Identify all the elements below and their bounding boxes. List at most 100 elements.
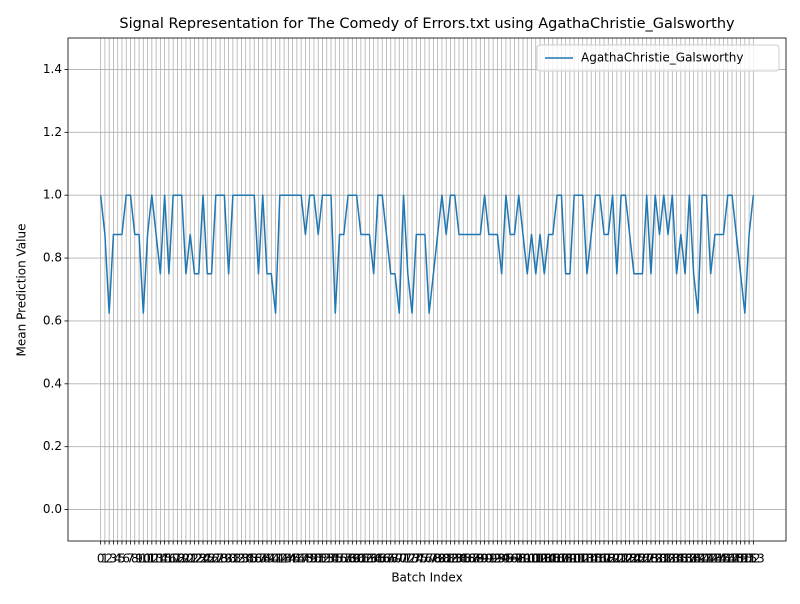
x-tick-label: 133: [657, 552, 680, 566]
x-tick-label: 88: [468, 552, 483, 566]
x-tick-label: 79: [430, 552, 445, 566]
x-tick-label: 132: [652, 552, 675, 566]
data-line: [99, 194, 755, 314]
x-tick-label: 124: [618, 552, 641, 566]
x-tick-label: 107: [546, 552, 569, 566]
x-tick-label: 108: [550, 552, 573, 566]
x-tick-label: 127: [631, 552, 654, 566]
x-tick-label: 68: [383, 552, 398, 566]
x-tick-label: 149: [725, 552, 748, 566]
x-tick-label: 17: [166, 552, 181, 566]
x-tick-label: 7: [127, 552, 135, 566]
x-tick-label: 10: [136, 552, 151, 566]
x-tick-label: 99: [515, 552, 530, 566]
legend-box: [536, 44, 780, 72]
x-tick-label: 45: [285, 552, 300, 566]
x-tick-label: 111: [563, 552, 586, 566]
y-tick-label: 1.4: [43, 62, 62, 76]
x-tick-label: 24: [195, 552, 210, 566]
x-tick-label: 5: [118, 552, 126, 566]
x-tick-label: 103: [529, 552, 552, 566]
x-tick-label: 109: [554, 552, 577, 566]
x-tick-label: 101: [520, 552, 543, 566]
x-tick-label: 104: [533, 552, 556, 566]
x-tick-label: 128: [635, 552, 658, 566]
x-tick-label: 91: [481, 552, 496, 566]
x-tick-label: 147: [716, 552, 739, 566]
x-tick-label: 110: [558, 552, 581, 566]
x-tick-label: 58: [340, 552, 355, 566]
x-tick-label: 46: [289, 552, 304, 566]
x-tick-label: 16: [161, 552, 176, 566]
x-tick-label: 34: [238, 552, 253, 566]
x-tick-label: 4: [114, 552, 122, 566]
x-tick-label: 66: [375, 552, 390, 566]
x-tick-label: 93: [490, 552, 505, 566]
x-tick-label: 126: [627, 552, 650, 566]
y-tick-label: 1.2: [43, 125, 62, 139]
x-tick-label: 18: [170, 552, 185, 566]
legend-label: AgathaChristie_Galsworthy: [581, 51, 744, 65]
x-tick-label: 53: [319, 552, 334, 566]
x-tick-label: 96: [503, 552, 518, 566]
y-tick-label: 0.6: [43, 313, 62, 327]
y-tick-label: 0.2: [43, 439, 62, 453]
x-tick-label: 57: [336, 552, 351, 566]
x-tick-label: 76: [417, 552, 432, 566]
x-tick-label: 33: [234, 552, 249, 566]
x-tick-label: 65: [370, 552, 385, 566]
x-tick-label: 2: [105, 552, 113, 566]
x-tick-label: 62: [357, 552, 372, 566]
x-tick-label: 138: [678, 552, 701, 566]
x-tick-label: 1: [101, 552, 109, 566]
y-tick-label: 0.4: [43, 376, 62, 390]
x-tick-label: 9: [135, 552, 143, 566]
x-tick-label: 135: [665, 552, 688, 566]
x-tick-label: 125: [622, 552, 645, 566]
x-tick-label: 3: [110, 552, 118, 566]
x-tick-label: 41: [268, 552, 283, 566]
x-tick-label: 150: [729, 552, 752, 566]
x-tick-label: 70: [392, 552, 407, 566]
x-tick-label: 40: [264, 552, 279, 566]
plot-frame: [67, 37, 787, 542]
x-tick-label: 30: [221, 552, 236, 566]
x-tick-label: 71: [396, 552, 411, 566]
x-tick-label: 144: [704, 552, 727, 566]
x-tick-label: 85: [456, 552, 471, 566]
x-tick-label: 12: [144, 552, 159, 566]
x-tick-label: 118: [593, 552, 616, 566]
x-tick-label: 106: [541, 552, 564, 566]
x-tick-label: 141: [691, 552, 714, 566]
x-tick-label: 25: [200, 552, 215, 566]
x-tick-label: 43: [276, 552, 291, 566]
x-tick-label: 49: [302, 552, 317, 566]
x-tick-label: 140: [686, 552, 709, 566]
x-tick-label: 92: [485, 552, 500, 566]
x-tick-label: 131: [648, 552, 671, 566]
x-tick-label: 86: [460, 552, 475, 566]
x-tick-label: 15: [157, 552, 172, 566]
x-tick-label: 130: [644, 552, 667, 566]
x-tick-label: 19: [174, 552, 189, 566]
x-tick-label: 112: [567, 552, 590, 566]
x-tick-label: 64: [366, 552, 381, 566]
x-tick-label: 28: [212, 552, 227, 566]
x-tick-label: 38: [255, 552, 270, 566]
x-tick-label: 153: [742, 552, 765, 566]
x-tick-label: 59: [345, 552, 360, 566]
x-tick-label: 90: [477, 552, 492, 566]
x-tick-label: 146: [712, 552, 735, 566]
x-tick-label: 100: [516, 552, 539, 566]
x-tick-label: 119: [597, 552, 620, 566]
x-tick-label: 136: [669, 552, 692, 566]
x-tick-label: 83: [447, 552, 462, 566]
x-tick-label: 148: [721, 552, 744, 566]
x-tick-label: 80: [434, 552, 449, 566]
x-tick-label: 82: [443, 552, 458, 566]
x-tick-label: 129: [640, 552, 663, 566]
x-tick-label: 44: [281, 552, 296, 566]
x-tick-label: 67: [379, 552, 394, 566]
